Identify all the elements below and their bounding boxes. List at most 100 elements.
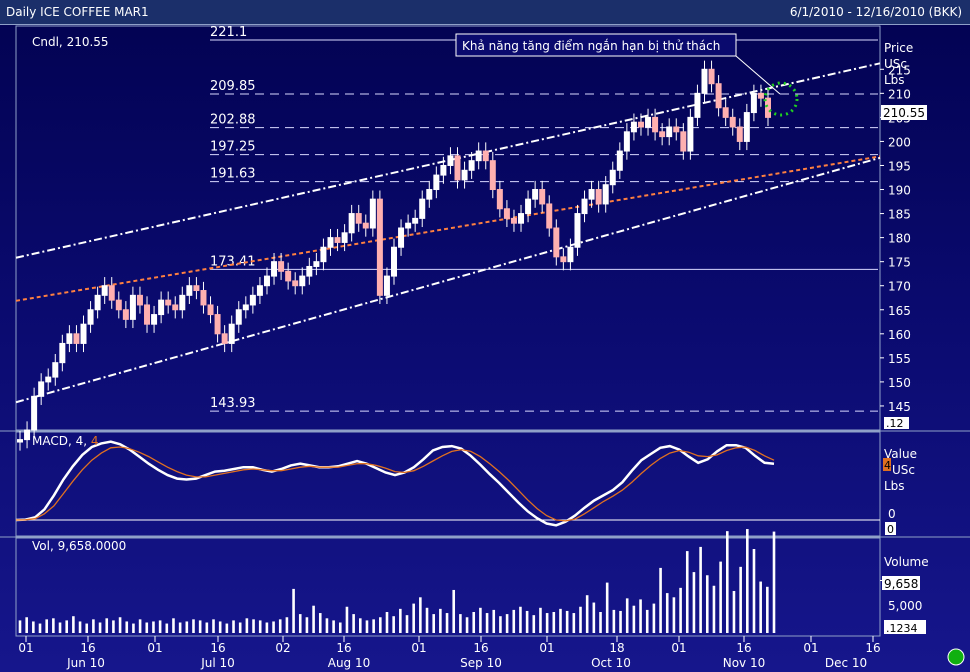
candle-body xyxy=(214,314,221,335)
volume-bar xyxy=(739,566,742,633)
volume-bar xyxy=(232,620,235,633)
x-month-label: Dec 10 xyxy=(825,656,867,670)
candle-body xyxy=(285,270,292,282)
candle-body xyxy=(609,169,616,186)
volume-bar xyxy=(512,609,516,633)
volume-bar xyxy=(298,614,302,633)
volume-bar xyxy=(612,609,616,633)
candle-body xyxy=(426,189,433,200)
volume-bar xyxy=(385,612,389,633)
macd-line xyxy=(15,440,775,527)
volume-bar xyxy=(332,620,335,633)
y-tick-label: 175 xyxy=(888,256,911,270)
volume-bar xyxy=(719,561,722,633)
x-tick-label: 01 xyxy=(539,641,554,655)
volume-bar xyxy=(379,617,382,633)
candle-body xyxy=(546,203,553,229)
candle-body xyxy=(129,294,136,320)
y-tick-label: 200 xyxy=(888,135,911,149)
volume-bar xyxy=(559,608,562,633)
macd-value-box-text: 4 xyxy=(884,459,891,472)
macd-axis-title-2: USc xyxy=(892,463,915,477)
volume-bar xyxy=(238,622,242,633)
y-tick-label: 170 xyxy=(888,280,911,294)
volume-bar xyxy=(278,619,282,633)
annotation-box xyxy=(455,33,737,57)
candle-body xyxy=(482,150,489,162)
volume-bar xyxy=(78,621,82,633)
level-label: 173.41 xyxy=(210,254,256,269)
volume-bar xyxy=(759,581,762,633)
candle-body xyxy=(518,213,525,224)
candle-body xyxy=(602,184,609,205)
candle-body xyxy=(630,121,637,133)
volume-bar xyxy=(592,602,596,633)
x-month-label: Nov 10 xyxy=(723,656,766,670)
volume-bar xyxy=(72,616,75,633)
volume-bar xyxy=(218,621,222,633)
volume-bar xyxy=(65,620,69,633)
volume-bar xyxy=(112,620,115,633)
x-tick-label: 01 xyxy=(803,641,818,655)
volume-bar xyxy=(258,620,262,633)
x-tick-label: 16 xyxy=(736,641,751,655)
last-price-box xyxy=(881,105,927,120)
volume-bar xyxy=(245,618,249,633)
x-month-label: Oct 10 xyxy=(591,656,631,670)
volume-bar xyxy=(25,617,28,633)
candle-body xyxy=(87,309,94,325)
status-indicator[interactable] xyxy=(947,648,965,666)
volume-bar xyxy=(359,618,362,633)
candle-body xyxy=(172,304,179,311)
volume-bar xyxy=(405,615,409,633)
candle-body xyxy=(17,439,23,443)
volume-bar xyxy=(265,622,269,633)
candle-body xyxy=(144,304,151,325)
candle-body xyxy=(101,285,108,296)
candle-body xyxy=(362,222,369,229)
volume-bar xyxy=(225,623,229,633)
volume-bar xyxy=(305,617,309,633)
volume-bar xyxy=(38,623,42,633)
candle-body xyxy=(708,68,715,85)
candle-body xyxy=(165,299,172,306)
resistance-line xyxy=(15,155,881,302)
macd-panel-frame xyxy=(15,431,881,537)
volume-bar xyxy=(92,619,95,633)
candle-body xyxy=(489,160,496,191)
volume-bar xyxy=(659,567,662,633)
y-tick-label: 190 xyxy=(888,184,911,198)
volume-bar xyxy=(58,622,62,633)
candle-body xyxy=(292,280,299,287)
candle-body xyxy=(750,92,757,114)
volume-bar xyxy=(292,588,295,633)
volume-bar xyxy=(519,606,522,633)
candle-body xyxy=(715,83,722,109)
candle-body xyxy=(73,333,80,344)
volume-bar xyxy=(505,614,509,633)
volume-bar xyxy=(579,606,582,633)
volume-bar xyxy=(725,531,729,633)
candle-body xyxy=(278,261,285,272)
volume-bar xyxy=(372,619,375,633)
chart-title: Daily ICE COFFEE MAR1 xyxy=(6,5,149,19)
candle-body xyxy=(221,333,228,344)
volume-bar xyxy=(345,606,349,633)
macd-series-label: MACD, 4, 4 xyxy=(32,434,99,448)
x-tick-label: 16 xyxy=(336,641,351,655)
volume-tick-5000: 5,000 xyxy=(888,599,922,613)
volume-bar xyxy=(285,617,289,633)
candle-body xyxy=(66,333,73,344)
candle-body xyxy=(503,208,510,219)
candle-body xyxy=(574,213,581,248)
volume-bar xyxy=(165,623,169,633)
candle-body xyxy=(122,309,129,320)
candle-body xyxy=(475,150,482,162)
volume-bar xyxy=(672,597,676,633)
volume-bar xyxy=(565,610,569,633)
candle-body xyxy=(652,116,659,133)
volume-panel-frame xyxy=(15,537,881,637)
volume-bar xyxy=(545,613,549,633)
volume-bar xyxy=(532,615,536,633)
